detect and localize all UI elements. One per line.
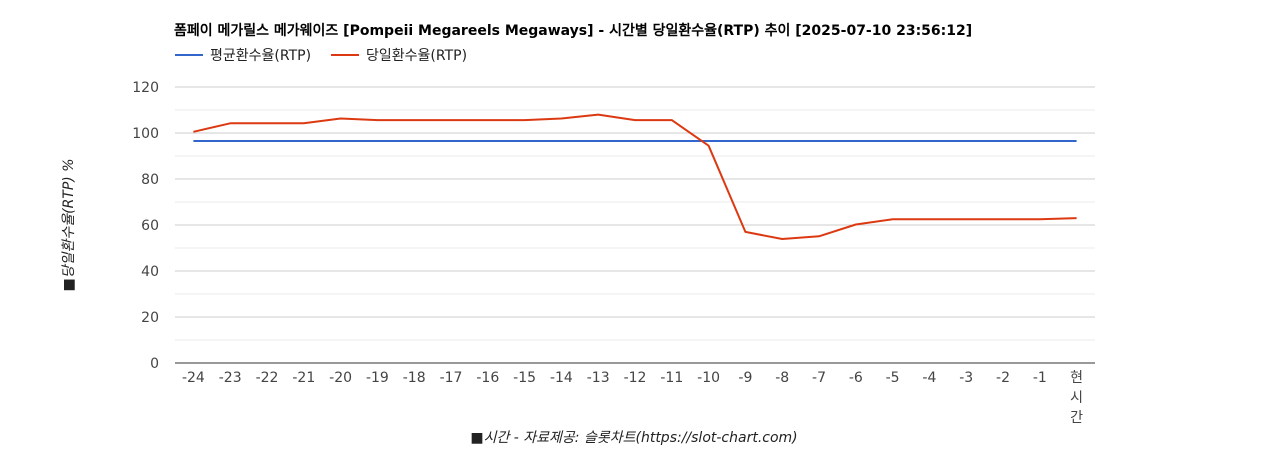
x-tick-label: -3 — [959, 370, 973, 386]
legend-label-0: 평균환수율(RTP) — [210, 48, 311, 64]
x-tick-label: -14 — [550, 370, 573, 386]
x-tick-label: -12 — [624, 370, 647, 386]
x-tick-label: -15 — [513, 370, 536, 386]
x-tick-label: -20 — [329, 370, 352, 386]
x-tick-label: -7 — [812, 370, 826, 386]
x-tick-label: -23 — [219, 370, 242, 386]
x-tick-label: -22 — [256, 370, 279, 386]
x-tick-label: -16 — [476, 370, 499, 386]
x-tick-label: -8 — [775, 370, 789, 386]
series-line-1 — [193, 113, 1077, 240]
y-tick-label: 0 — [150, 356, 159, 372]
x-tick-label: -4 — [922, 370, 936, 386]
series-lines — [193, 113, 1077, 240]
x-tick-label-char: 시 — [1070, 390, 1083, 406]
gridlines — [175, 86, 1095, 364]
x-tick-label: -10 — [697, 370, 720, 386]
x-tick-label: -11 — [660, 370, 683, 386]
y-axis-ticks: 0 20 40 60 80 100 120 — [132, 80, 159, 372]
y-tick-label: 100 — [132, 126, 159, 142]
x-tick-label: -6 — [849, 370, 863, 386]
x-axis-ticks: -24 -23 -22 -21 -20 -19 -18 -17 -16 -15 -14 -13 -12-… — [182, 370, 1083, 426]
x-axis-title: ■시간 - 자료제공: 슬롯차트(https://slot-chart.com) — [470, 430, 797, 446]
x-tick-label: -1 — [1033, 370, 1047, 386]
y-tick-label: 40 — [141, 264, 159, 280]
legend: 평균환수율(RTP) 당일환수율(RTP) — [175, 48, 467, 64]
x-tick-label: -17 — [440, 370, 463, 386]
x-tick-label: -9 — [738, 370, 752, 386]
x-tick-label: -5 — [886, 370, 900, 386]
x-tick-label-char: 현 — [1070, 370, 1083, 386]
legend-label-1: 당일환수율(RTP) — [366, 48, 467, 64]
chart-title: 폼페이 메가릴스 메가웨이즈 [Pompeii Megareels Megawa… — [174, 22, 972, 39]
y-tick-label: 80 — [141, 172, 159, 188]
x-tick-label: -24 — [182, 370, 205, 386]
x-tick-label: -18 — [403, 370, 426, 386]
x-tick-label: -21 — [292, 370, 315, 386]
x-tick-label: -2 — [996, 370, 1010, 386]
x-tick-label: -19 — [366, 370, 389, 386]
x-tick-label: -13 — [587, 370, 610, 386]
y-tick-label: 120 — [132, 80, 159, 96]
y-tick-label: 60 — [141, 218, 159, 234]
y-axis-title: ■당일환수율(RTP) % — [61, 158, 77, 291]
x-tick-label-char: 간 — [1070, 410, 1083, 426]
y-tick-label: 20 — [141, 310, 159, 326]
